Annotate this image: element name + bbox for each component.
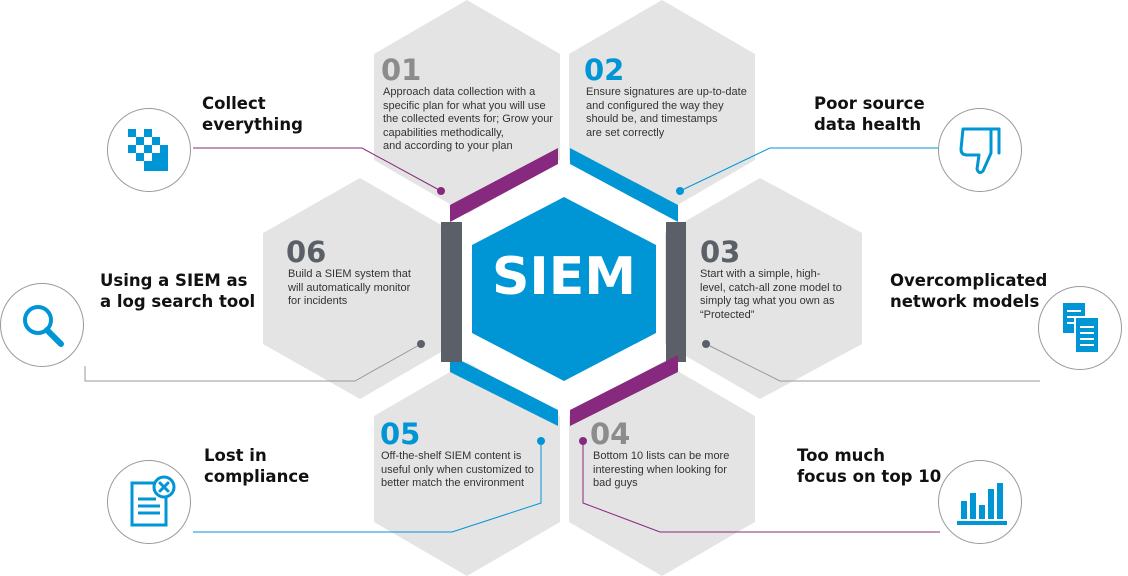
- hex-04-line-2: interesting when looking for: [593, 463, 727, 476]
- label-03-line-2: network models: [890, 292, 1040, 311]
- hex-01-line-2: specific plan for what you will use: [383, 99, 546, 112]
- hex-02-number: 02: [584, 53, 624, 87]
- hex-06-number: 06: [286, 235, 326, 269]
- band-05: [450, 355, 558, 426]
- hex-01-line-1: Approach data collection with a: [383, 86, 536, 98]
- document-x-icon: [107, 460, 191, 544]
- label-01-line-1: Collect: [202, 94, 266, 113]
- connector-03: [705, 343, 1040, 382]
- hex-05: [374, 362, 560, 576]
- hex-03-number: 03: [700, 235, 740, 269]
- hex-06: [263, 178, 455, 399]
- hex-03-line-3: simply tag what you own as: [700, 295, 835, 307]
- hex-01-line-4: capabilities methodically,: [383, 126, 504, 139]
- hex-04-line-1: Bottom 10 lists can be more: [593, 450, 730, 462]
- connector-06-dot: [417, 340, 425, 348]
- hex-01-line-3: the collected events for; Grow your: [383, 113, 553, 125]
- thumbs-down-icon: [938, 108, 1022, 192]
- hex-02-line-1: Ensure signatures are up-to-date: [586, 86, 747, 98]
- connector-04: [582, 441, 940, 533]
- hex-03-line-1: Start with a simple, high-: [700, 268, 821, 280]
- magnifier-icon: [0, 283, 84, 367]
- connector-03-dot: [702, 340, 710, 348]
- label-01-line-2: everything: [202, 115, 303, 134]
- hex-02: [569, 0, 755, 214]
- connector-01: [193, 147, 442, 192]
- connector-04-dot: [579, 437, 587, 445]
- label-lost-in-compliance: Lost in compliance: [204, 445, 309, 487]
- band-03: [666, 222, 686, 362]
- label-02-line-1: Poor source: [814, 94, 925, 113]
- label-collect-everything: Collect everything: [202, 93, 303, 135]
- hex-02-line-2: and configured the way they: [586, 99, 724, 112]
- hex-06-description: Build a SIEM system that will automatica…: [288, 268, 438, 309]
- label-02-line-2: data health: [814, 115, 922, 134]
- label-05-line-1: Lost in: [204, 446, 267, 465]
- label-04-line-2: focus on top 10: [797, 467, 942, 486]
- label-using-siem-as-log-search-tool: Using a SIEM as a log search tool: [100, 270, 255, 312]
- hex-06-line-1: Build a SIEM system that: [288, 268, 411, 280]
- label-04-line-1: Too much: [797, 446, 885, 465]
- label-06-line-2: a log search tool: [100, 292, 256, 311]
- label-03-line-1: Overcomplicated: [890, 271, 1048, 290]
- label-poor-source-data-health: Poor source data health: [814, 93, 925, 135]
- center-hex: [472, 197, 656, 381]
- pixel-grid-icon: [107, 108, 191, 192]
- hex-04-number: 04: [590, 417, 630, 451]
- connector-05: [193, 441, 542, 533]
- band-02: [570, 148, 678, 222]
- connector-05-dot: [537, 437, 545, 445]
- band-04: [570, 355, 678, 426]
- center-label: SIEM: [492, 247, 636, 307]
- hex-05-line-2: useful only when customized to: [381, 463, 534, 476]
- label-06-line-1: Using a SIEM as: [100, 271, 248, 290]
- connector-02: [679, 147, 940, 192]
- label-too-much-focus-on-top-10: Too much focus on top 10: [797, 445, 941, 487]
- hex-04-description: Bottom 10 lists can be more interesting …: [593, 450, 753, 491]
- hex-01-number: 01: [381, 53, 421, 87]
- connector-01-dot: [437, 187, 445, 195]
- hex-01: [374, 0, 560, 214]
- hex-05-line-3: better match the environment: [381, 477, 525, 489]
- hex-04: [569, 362, 755, 576]
- hex-01-description: Approach data collection with a specific…: [383, 86, 558, 154]
- hex-05-number: 05: [380, 417, 420, 451]
- bar-chart-icon: [938, 460, 1022, 544]
- hex-03-line-4: “Protected”: [700, 308, 755, 321]
- hex-02-description: Ensure signatures are up-to-date and con…: [586, 86, 754, 140]
- hex-06-line-2: will automatically monitor: [288, 281, 411, 294]
- label-overcomplicated-network-models: Overcomplicated network models: [890, 270, 1047, 312]
- hex-06-line-3: for incidents: [288, 295, 348, 307]
- hex-04-line-3: bad guys: [593, 477, 638, 489]
- label-05-line-2: compliance: [204, 467, 310, 486]
- connector-06: [84, 343, 422, 382]
- documents-icon: [1038, 286, 1122, 370]
- band-06: [441, 222, 462, 362]
- hex-05-description: Off-the-shelf SIEM content is useful onl…: [381, 450, 556, 491]
- hex-03-line-2: level, catch-all zone model to: [700, 281, 842, 294]
- hex-01-line-5: and according to your plan: [383, 140, 513, 152]
- hex-05-line-1: Off-the-shelf SIEM content is: [381, 450, 522, 462]
- band-01: [450, 148, 558, 222]
- hex-03-description: Start with a simple, high- level, catch-…: [700, 268, 860, 322]
- hex-02-line-4: are set correctly: [586, 126, 665, 139]
- hex-02-line-3: should be, and timestamps: [586, 113, 718, 125]
- hex-03: [665, 178, 862, 399]
- connector-02-dot: [676, 187, 684, 195]
